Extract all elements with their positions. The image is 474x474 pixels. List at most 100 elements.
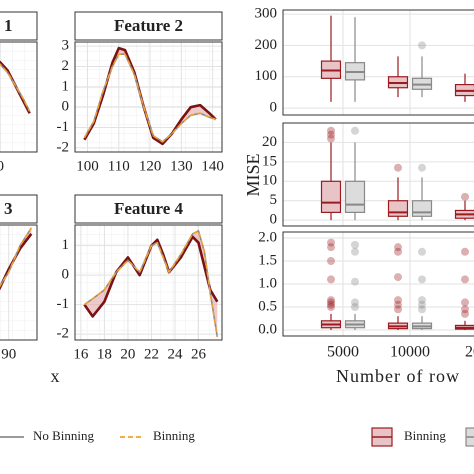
x-tick-label: 130	[170, 158, 193, 174]
legend-label: Binning	[404, 428, 446, 443]
panel-border	[282, 122, 474, 227]
panel-background	[283, 10, 474, 115]
panel-border	[0, 41, 38, 153]
outlier	[327, 300, 335, 309]
series-line	[0, 227, 33, 288]
y-tick-label: 0.0	[258, 321, 277, 337]
strip	[0, 194, 38, 224]
outlier	[394, 300, 402, 309]
plot-area	[0, 42, 37, 152]
y-tick-label: 100	[255, 68, 278, 84]
y-tick-label: 1.5	[258, 252, 277, 268]
x-tick-label: 22	[144, 346, 159, 362]
outlier	[327, 298, 335, 307]
y-tick-label: 200	[255, 37, 278, 53]
panel-title: Feature 2	[114, 16, 183, 35]
y-tick-label: -1	[57, 296, 70, 312]
y-tick-label: 1	[62, 237, 70, 253]
plot-area	[75, 225, 222, 340]
outlier	[327, 130, 335, 139]
y-tick-label: 5	[270, 192, 278, 208]
outlier	[327, 126, 335, 135]
outlier	[461, 298, 469, 307]
outlier	[418, 163, 426, 172]
y-tick-label: 0.5	[258, 298, 277, 314]
x-tick-label: 24	[167, 346, 183, 362]
series-line	[0, 60, 31, 114]
outlier	[327, 243, 335, 252]
outlier	[394, 247, 402, 256]
outlier	[418, 275, 426, 284]
outlier	[394, 296, 402, 305]
x-tick-label: 20	[120, 346, 135, 362]
y-tick-label: 0	[270, 100, 278, 116]
outlier	[327, 256, 335, 265]
x-tick-label: 110	[108, 158, 130, 174]
series-line	[83, 53, 216, 143]
x-tick-label: 120	[139, 158, 162, 174]
x-tick-label: 5000	[327, 344, 359, 361]
strip	[0, 11, 38, 41]
y-tick-label: 300	[255, 6, 278, 22]
y-tick-label: 15	[262, 153, 277, 169]
series-line	[0, 63, 31, 112]
outlier	[351, 126, 359, 135]
outlier	[327, 296, 335, 305]
y-tick-label: 0	[62, 267, 70, 283]
outlier	[461, 305, 469, 314]
legend-label: No Binning	[33, 428, 95, 443]
y-tick-label: 3	[62, 38, 70, 54]
x-tick-label: 26	[191, 346, 207, 362]
y-axis-label: MISE	[243, 153, 263, 196]
panel-border	[74, 41, 223, 153]
x-tick-label: 18	[97, 346, 112, 362]
outlier	[394, 305, 402, 314]
panel-border	[282, 9, 474, 116]
outlier	[327, 134, 335, 143]
y-tick-label: 20	[262, 134, 277, 150]
box	[320, 180, 342, 213]
series-line	[83, 230, 219, 338]
strip	[74, 194, 223, 224]
outlier	[394, 273, 402, 282]
outlier	[351, 277, 359, 286]
panel-border	[74, 224, 223, 341]
outlier	[461, 275, 469, 284]
outlier	[461, 192, 469, 201]
outlier	[351, 247, 359, 256]
series-line	[0, 233, 33, 291]
outlier	[327, 303, 335, 312]
outlier	[327, 238, 335, 247]
panel-border	[282, 231, 474, 337]
y-tick-label: -2	[57, 326, 70, 342]
series-line	[83, 235, 219, 318]
outlier	[351, 240, 359, 249]
y-tick-label: 1	[62, 78, 70, 94]
outlier	[418, 41, 426, 50]
panel-background	[283, 123, 474, 226]
outlier	[461, 247, 469, 256]
panel-border	[0, 224, 38, 341]
panel-title: 1	[4, 16, 13, 35]
plot-area	[75, 42, 222, 152]
x-tick-label: 140	[201, 158, 224, 174]
box	[344, 180, 366, 213]
legend-label: Binning	[153, 428, 195, 443]
box	[387, 200, 409, 217]
outlier	[461, 309, 469, 318]
x-tick-label: 90	[1, 346, 16, 362]
x-tick-label: 0	[0, 158, 4, 174]
x-tick-label: 16	[73, 346, 89, 362]
difference-band	[84, 48, 216, 144]
y-tick-label: -1	[57, 119, 70, 135]
outlier	[394, 243, 402, 252]
outlier	[418, 305, 426, 314]
outlier	[418, 296, 426, 305]
x-axis-label: Number of row	[336, 366, 460, 386]
y-tick-label: 0	[270, 212, 278, 228]
y-tick-label: 2	[62, 58, 70, 74]
panel-title: Feature 4	[114, 199, 184, 218]
outlier	[418, 300, 426, 309]
outlier	[327, 275, 335, 284]
